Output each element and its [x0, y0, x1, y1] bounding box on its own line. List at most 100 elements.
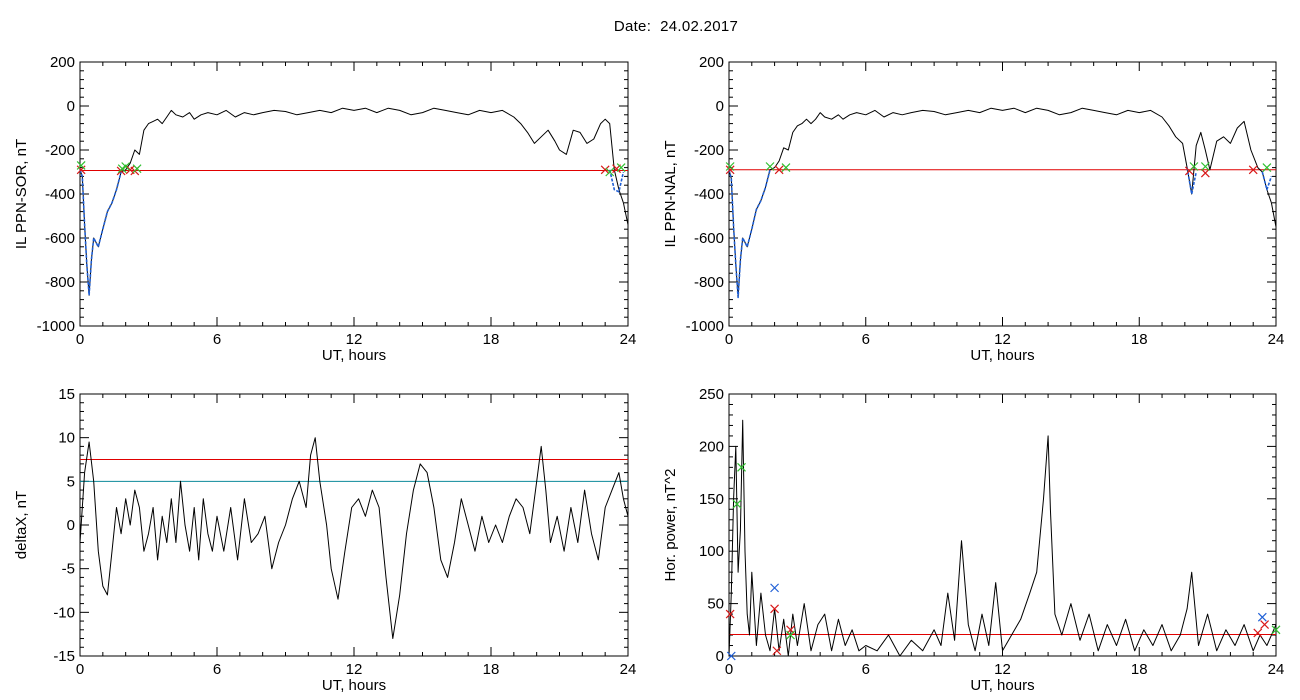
highlighted-segment	[1261, 171, 1273, 191]
x-marker	[765, 162, 775, 171]
x-marker	[774, 165, 784, 175]
y-axis-label: IL PPN-SOR, nT	[13, 139, 30, 249]
x-marker	[1260, 620, 1270, 629]
x-marker	[781, 163, 791, 173]
y-tick-label: -200	[694, 142, 724, 159]
y-tick-label: -800	[694, 274, 724, 291]
data-trace	[728, 419, 1277, 657]
y-tick-label: 0	[67, 517, 75, 534]
x-marker	[605, 167, 615, 177]
x-tick-label: 18	[1131, 331, 1148, 348]
x-tick-label: 24	[1268, 331, 1285, 348]
x-marker	[786, 630, 795, 640]
y-tick-label: -5	[62, 561, 75, 578]
x-marker	[1189, 162, 1199, 171]
x-marker	[726, 651, 736, 661]
x-marker	[600, 165, 610, 175]
x-axis-label: UT, hours	[322, 347, 386, 364]
x-tick-label: 18	[483, 661, 500, 678]
plot-frame	[79, 393, 629, 657]
y-tick-label: -800	[45, 274, 75, 291]
x-marker	[616, 163, 626, 173]
y-tick-label: 5	[67, 473, 75, 490]
data-trace	[728, 107, 1277, 298]
chart-panel-4: 0 6 12 18 24 250 200 150 100 50 0 UT, hours Hor. pow…	[662, 386, 1284, 694]
y-tick-label: 50	[707, 596, 724, 613]
y-tick-label: -600	[694, 230, 724, 247]
data-trace	[79, 107, 629, 296]
x-marker	[132, 164, 142, 174]
chart-panel-2: 0 6 12 18 24 200 0 -200 -400 -600 -800 -1000 UT, hou…	[662, 54, 1284, 364]
x-marker	[121, 162, 131, 171]
figure-title: Date: 24.02.2017	[613, 18, 739, 35]
highlighted-segment	[608, 169, 625, 193]
y-tick-label: 0	[716, 648, 724, 665]
x-tick-label: 12	[994, 331, 1011, 348]
x-marker	[1200, 168, 1210, 178]
y-tick-label: 200	[699, 438, 724, 455]
highlighted-segment	[1186, 167, 1197, 195]
highlighted-segment	[728, 169, 771, 299]
x-axis-label: UT, hours	[970, 677, 1034, 694]
x-marker	[772, 646, 782, 656]
y-tick-label: -200	[45, 142, 75, 159]
y-tick-label: -600	[45, 230, 75, 247]
x-marker	[76, 160, 86, 170]
x-marker	[1262, 163, 1272, 173]
y-tick-label: 150	[699, 491, 724, 508]
y-tick-label: 15	[58, 386, 75, 403]
x-tick-label: 18	[1131, 661, 1148, 678]
y-tick-label: -15	[53, 648, 75, 665]
y-tick-label: -1000	[37, 318, 75, 335]
y-tick-label: 100	[699, 543, 724, 560]
y-tick-label: -1000	[686, 318, 724, 335]
x-marker	[732, 499, 742, 509]
y-axis-label: Hor. power, nT^2	[662, 469, 679, 582]
x-tick-label: 24	[620, 331, 637, 348]
x-tick-label: 0	[76, 331, 84, 348]
x-marker	[1200, 162, 1210, 171]
plot-frame	[728, 61, 1277, 327]
y-tick-label: 0	[716, 98, 724, 115]
y-axis-label: deltaX, nT	[13, 491, 30, 559]
y-tick-label: 10	[58, 430, 75, 447]
data-trace	[79, 437, 629, 639]
plot-frame	[79, 61, 629, 327]
x-tick-label: 18	[483, 331, 500, 348]
x-marker	[737, 462, 746, 472]
y-tick-label: 250	[699, 386, 724, 403]
x-marker	[1253, 628, 1263, 638]
y-axis-label: IL PPN-NAL, nT	[662, 141, 679, 248]
x-marker	[725, 162, 735, 171]
y-tick-label: -400	[694, 186, 724, 203]
x-tick-label: 6	[213, 331, 221, 348]
x-tick-label: 0	[725, 661, 733, 678]
x-tick-label: 0	[725, 331, 733, 348]
x-tick-label: 12	[346, 331, 363, 348]
x-tick-label: 12	[994, 661, 1011, 678]
x-marker	[770, 583, 780, 593]
x-marker	[725, 165, 735, 175]
plot-frame	[728, 393, 1277, 657]
x-tick-label: 6	[862, 661, 870, 678]
x-tick-label: 0	[76, 661, 84, 678]
x-marker	[1271, 625, 1281, 635]
x-axis-label: UT, hours	[322, 677, 386, 694]
x-axis-label: UT, hours	[970, 347, 1034, 364]
chart-panel-3: 0 6 12 18 24 15 10 5 0 -5 -10 -15 UT, hours deltaX, n…	[13, 386, 636, 694]
x-marker	[1248, 165, 1258, 175]
x-marker	[725, 609, 735, 619]
x-marker	[76, 165, 86, 175]
chart-panel-1: 0 6 12 18 24 200 0 -200 -400 -600 -800 -1000 UT, hou…	[13, 54, 636, 364]
x-tick-label: 6	[213, 661, 221, 678]
x-marker	[1257, 612, 1267, 622]
x-tick-label: 12	[346, 661, 363, 678]
x-marker	[770, 604, 780, 614]
y-tick-label: -400	[45, 186, 75, 203]
y-tick-label: 200	[699, 54, 724, 71]
x-tick-label: 24	[620, 661, 637, 678]
y-tick-label: 0	[67, 98, 75, 115]
y-tick-label: 200	[50, 54, 75, 71]
highlighted-segment	[79, 169, 122, 297]
